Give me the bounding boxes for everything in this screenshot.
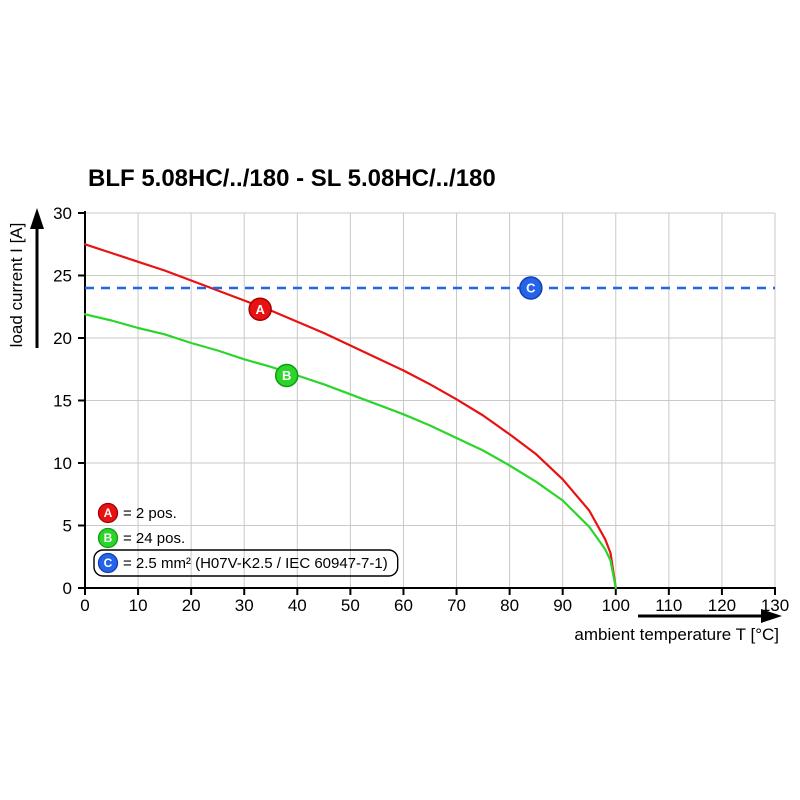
legend-row-C: C = 2.5 mm² (H07V-K2.5 / IEC 60947-7-1) <box>93 549 399 577</box>
legend-row-B: B = 24 pos. <box>97 527 185 549</box>
y-tick-label: 30 <box>53 204 72 223</box>
y-tick-label: 5 <box>63 517 72 536</box>
y-tick-label: 25 <box>53 267 72 286</box>
tick-marks: 0 10 20 30 40 50 60 70 80 90 100 110 120 130 0 5 10 15 20 2… <box>53 204 789 615</box>
x-tick-label: 110 <box>655 596 682 615</box>
x-axis-label: ambient temperature T [°C] <box>574 625 779 644</box>
legend-box-C <box>93 549 399 577</box>
x-tick-label: 20 <box>182 596 201 615</box>
legend-label-A: = 2 pos. <box>123 505 177 522</box>
y-tick-label: 10 <box>53 454 72 473</box>
x-tick-label: 100 <box>602 596 630 615</box>
legend-circle-B <box>97 527 119 549</box>
axes: load current I [A] ambient temperature T… <box>7 208 782 644</box>
curve-B <box>83 313 617 590</box>
x-tick-label: 60 <box>394 596 413 615</box>
legend-letter-C: C <box>104 556 113 570</box>
y-tick-label: 0 <box>63 579 72 598</box>
x-axis-arrow-icon <box>638 609 782 623</box>
legend-letter-A: A <box>104 506 113 520</box>
legend-label-B: = 24 pos. <box>123 530 185 547</box>
marker-circle-C <box>519 276 543 300</box>
y-tick-label: 15 <box>53 392 72 411</box>
x-tick-label: 40 <box>288 596 307 615</box>
marker-circle-A <box>248 297 272 321</box>
marker-letter-B: B <box>282 368 291 383</box>
marker-letter-C: C <box>526 281 536 296</box>
y-axis-label: load current I [A] <box>7 223 26 348</box>
series-curves <box>83 243 775 590</box>
x-tick-label: 30 <box>235 596 254 615</box>
x-tick-label: 10 <box>129 596 148 615</box>
y-tick-label: 20 <box>53 329 72 348</box>
x-tick-label: 130 <box>761 596 789 615</box>
x-tick-label: 0 <box>80 596 89 615</box>
curve-A <box>83 243 617 590</box>
x-tick-label: 120 <box>708 596 736 615</box>
y-axis-arrow-icon <box>30 208 44 348</box>
marker-letter-A: A <box>255 302 265 317</box>
legend: A = 2 pos. B = 24 pos. C = 2.5 mm² (H07V-K2.5… <box>93 502 399 577</box>
legend-letter-B: B <box>104 531 113 545</box>
curve-markers: A B C <box>248 276 543 388</box>
x-tick-label: 50 <box>341 596 360 615</box>
legend-circle-A <box>97 502 119 524</box>
x-tick-label: 70 <box>447 596 466 615</box>
legend-row-A: A = 2 pos. <box>97 502 177 524</box>
gridlines <box>84 212 776 589</box>
legend-circle-C <box>97 552 119 574</box>
x-tick-label: 80 <box>500 596 519 615</box>
chart-title: BLF 5.08HC/../180 - SL 5.08HC/../180 <box>88 165 496 192</box>
legend-label-C: = 2.5 mm² (H07V-K2.5 / IEC 60947-7-1) <box>123 555 388 572</box>
x-tick-label: 90 <box>553 596 572 615</box>
marker-circle-B <box>274 363 299 388</box>
